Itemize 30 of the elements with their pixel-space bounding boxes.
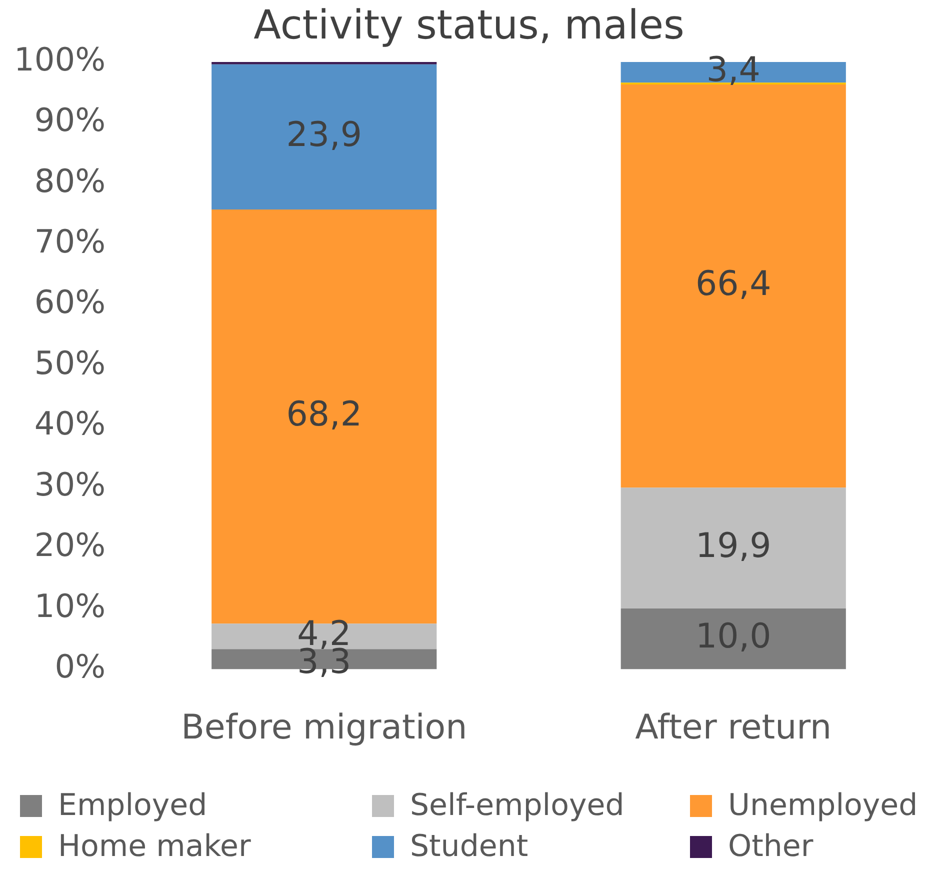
y-tick-label: 90% — [34, 101, 106, 140]
data-label: 23,9 — [286, 114, 362, 155]
legend-label: Unemployed — [728, 788, 918, 823]
x-tick-label: After return — [635, 707, 832, 748]
legend-label: Self-employed — [410, 788, 624, 823]
data-label: 19,9 — [696, 526, 772, 566]
y-tick-label: 80% — [34, 162, 106, 200]
y-tick-label: 100% — [14, 40, 106, 78]
y-tick-label: 70% — [34, 222, 106, 260]
chart-title: Activity status, males — [254, 2, 684, 48]
y-tick-label: 60% — [34, 283, 106, 322]
y-tick-label: 0% — [54, 648, 106, 686]
y-tick-label: 50% — [34, 344, 106, 382]
data-label: 10,0 — [696, 616, 772, 657]
bar — [620, 84, 846, 488]
y-tick-label: 40% — [34, 404, 106, 443]
data-label: 66,4 — [696, 264, 772, 304]
bar — [620, 488, 846, 608]
data-label: 68,2 — [286, 394, 362, 434]
y-tick-label: 30% — [34, 465, 106, 504]
data-label: 3,4 — [706, 50, 760, 90]
y-tick-label: 20% — [34, 526, 106, 564]
x-tick-label: Before migration — [181, 707, 468, 748]
y-tick-label: 10% — [34, 586, 106, 625]
bar — [212, 64, 437, 210]
legend-label: Other — [728, 829, 814, 864]
legend-label: Home maker — [58, 829, 251, 864]
legend-label: Student — [410, 829, 528, 864]
legend-label: Employed — [58, 788, 208, 823]
bar — [620, 608, 846, 670]
